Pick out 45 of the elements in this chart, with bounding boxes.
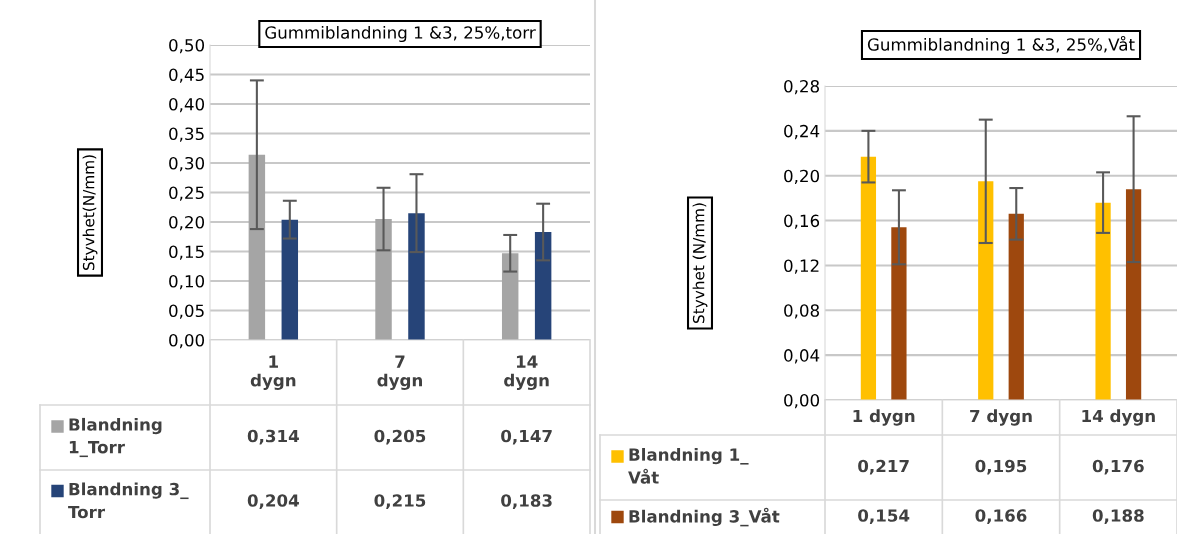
y-axis-title: Styvhet (N/mm): [692, 203, 708, 323]
y-tick-label: 0,12: [784, 259, 819, 274]
y-tick-label: 0,10: [169, 274, 205, 290]
data-label: 0,154: [858, 509, 910, 524]
y-tick-label: 0,05: [169, 304, 204, 319]
data-label: 0,204: [247, 494, 299, 509]
y-tick-label: 0,04: [784, 349, 820, 364]
y-tick-label: 0,35: [169, 127, 204, 142]
x-tick-label: 7 dygn: [970, 409, 1032, 426]
y-tick-label: 0,20: [784, 169, 820, 184]
data-label: 0,195: [975, 459, 1027, 475]
y-tick-label: 0,00: [784, 393, 820, 409]
x-tick-label: 1 dygn: [853, 409, 915, 426]
y-tick-label: 0,50: [169, 38, 205, 54]
chart-title: Gummiblandning 1 &3, 25%,torr: [265, 25, 536, 43]
x-tick-label: 7 dygn: [377, 355, 422, 390]
y-tick-label: 0,28: [784, 79, 819, 95]
legend-label: Blandning 1_ Våt: [628, 447, 749, 484]
y-tick-label: 0,45: [169, 68, 204, 83]
y-tick-label: 0,08: [784, 304, 819, 319]
legend-label: Blandning 1_Torr: [69, 417, 162, 458]
y-tick-label: 0,24: [784, 124, 820, 140]
x-tick-label: 14 dygn: [1082, 409, 1155, 426]
x-tick-label: 1 dygn: [250, 355, 296, 390]
y-tick-label: 0,25: [169, 186, 204, 201]
data-label: 0,183: [501, 494, 552, 509]
data-label: 0,217: [858, 459, 909, 475]
data-label: 0,188: [1092, 509, 1144, 524]
data-label: 0,205: [374, 429, 426, 445]
data-label: 0,166: [975, 509, 1027, 524]
x-tick-label: 14 dygn: [504, 355, 549, 390]
data-label: 0,176: [1092, 459, 1144, 475]
y-tick-label: 0,20: [169, 215, 205, 231]
y-tick-label: 0,16: [784, 214, 820, 229]
legend-label: Blandning 3_ Torr: [68, 482, 189, 519]
data-label: 0,147: [501, 429, 552, 445]
chart-title: Gummiblandning 1 &3, 25%,Våt: [867, 35, 1135, 55]
legend-label: Blandning 3_Våt: [629, 507, 780, 527]
y-tick-label: 0,40: [169, 97, 205, 113]
y-tick-label: 0,00: [169, 333, 205, 349]
y-axis-title: Styvhet(N/mm): [82, 155, 98, 271]
y-tick-label: 0,30: [169, 156, 205, 172]
data-label: 0,215: [374, 494, 426, 509]
y-tick-label: 0,15: [169, 245, 204, 260]
data-label: 0,314: [247, 429, 299, 445]
